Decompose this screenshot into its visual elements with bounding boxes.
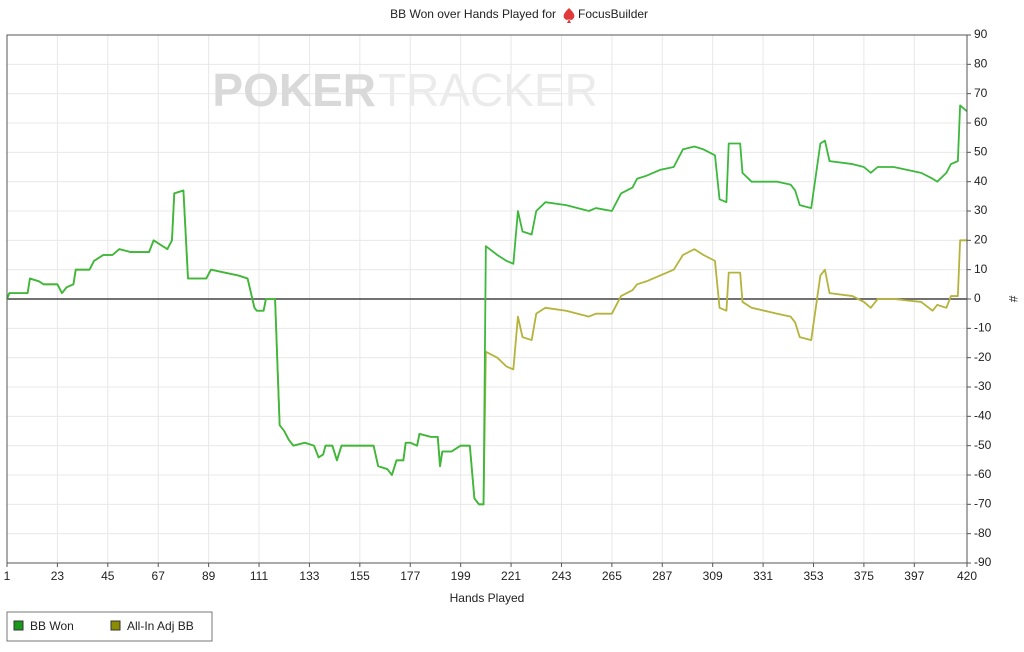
- player-name: FocusBuilder: [578, 7, 648, 21]
- series-line: [6, 189, 967, 506]
- x-tick-label: 1: [4, 569, 11, 583]
- legend: BB Won All-In Adj BB: [13, 619, 194, 633]
- y-tick-label: 30: [974, 203, 988, 217]
- x-tick-label: 221: [501, 569, 521, 583]
- x-tick-label: 177: [400, 569, 420, 583]
- x-tick-label: 375: [854, 569, 874, 583]
- y-tick-label: 90: [974, 27, 988, 41]
- y-tick-label: 60: [974, 115, 988, 129]
- y-tick-label: 20: [974, 233, 988, 247]
- legend-swatch: [110, 620, 121, 631]
- y-tick-label: -50: [974, 438, 992, 452]
- x-tick-label: 243: [551, 569, 571, 583]
- y-tick-label: -90: [974, 555, 992, 569]
- x-tick-label: 331: [753, 569, 773, 583]
- y-tick-label: 0: [974, 291, 981, 305]
- watermark: TRACKER: [378, 64, 598, 116]
- y-tick-label: 70: [974, 86, 988, 100]
- y-tick-label: -70: [974, 497, 992, 511]
- legend-label: All-In Adj BB: [127, 619, 194, 633]
- player-icon: [563, 8, 575, 23]
- x-tick-label: 23: [51, 569, 65, 583]
- x-tick-label: 133: [299, 569, 319, 583]
- lines: [6, 104, 968, 506]
- legend-label: BB Won: [30, 619, 74, 633]
- y-tick-label: -10: [974, 321, 992, 335]
- y-tick-label: -20: [974, 350, 992, 364]
- legend-swatch: [13, 620, 24, 631]
- x-tick-label: 89: [202, 569, 216, 583]
- watermark: POKER: [212, 64, 376, 116]
- series-line: [6, 104, 968, 506]
- x-axis-label: Hands Played: [450, 591, 525, 605]
- y-axis-label: #: [1006, 296, 1020, 303]
- x-tick-label: 265: [602, 569, 622, 583]
- x-tick-label: 155: [350, 569, 370, 583]
- x-tick-label: 397: [904, 569, 924, 583]
- y-tick-label: -30: [974, 379, 992, 393]
- x-tick-label: 199: [451, 569, 471, 583]
- y-tick-label: -40: [974, 409, 992, 423]
- chart-title: BB Won over Hands Played for: [390, 7, 556, 21]
- y-tick-label: 80: [974, 57, 988, 71]
- y-tick-label: -80: [974, 526, 992, 540]
- legend-box: [6, 611, 213, 642]
- x-tick-label: 420: [957, 569, 977, 583]
- x-tick-label: 45: [101, 569, 115, 583]
- x-tick-label: 287: [652, 569, 672, 583]
- x-tick-label: 309: [703, 569, 723, 583]
- x-tick-label: 67: [152, 569, 166, 583]
- y-tick-label: 50: [974, 145, 988, 159]
- y-tick-label: 40: [974, 174, 988, 188]
- y-tick-label: -60: [974, 467, 992, 481]
- y-tick-label: 10: [974, 262, 988, 276]
- x-tick-label: 353: [803, 569, 823, 583]
- x-tick-label: 111: [250, 569, 269, 583]
